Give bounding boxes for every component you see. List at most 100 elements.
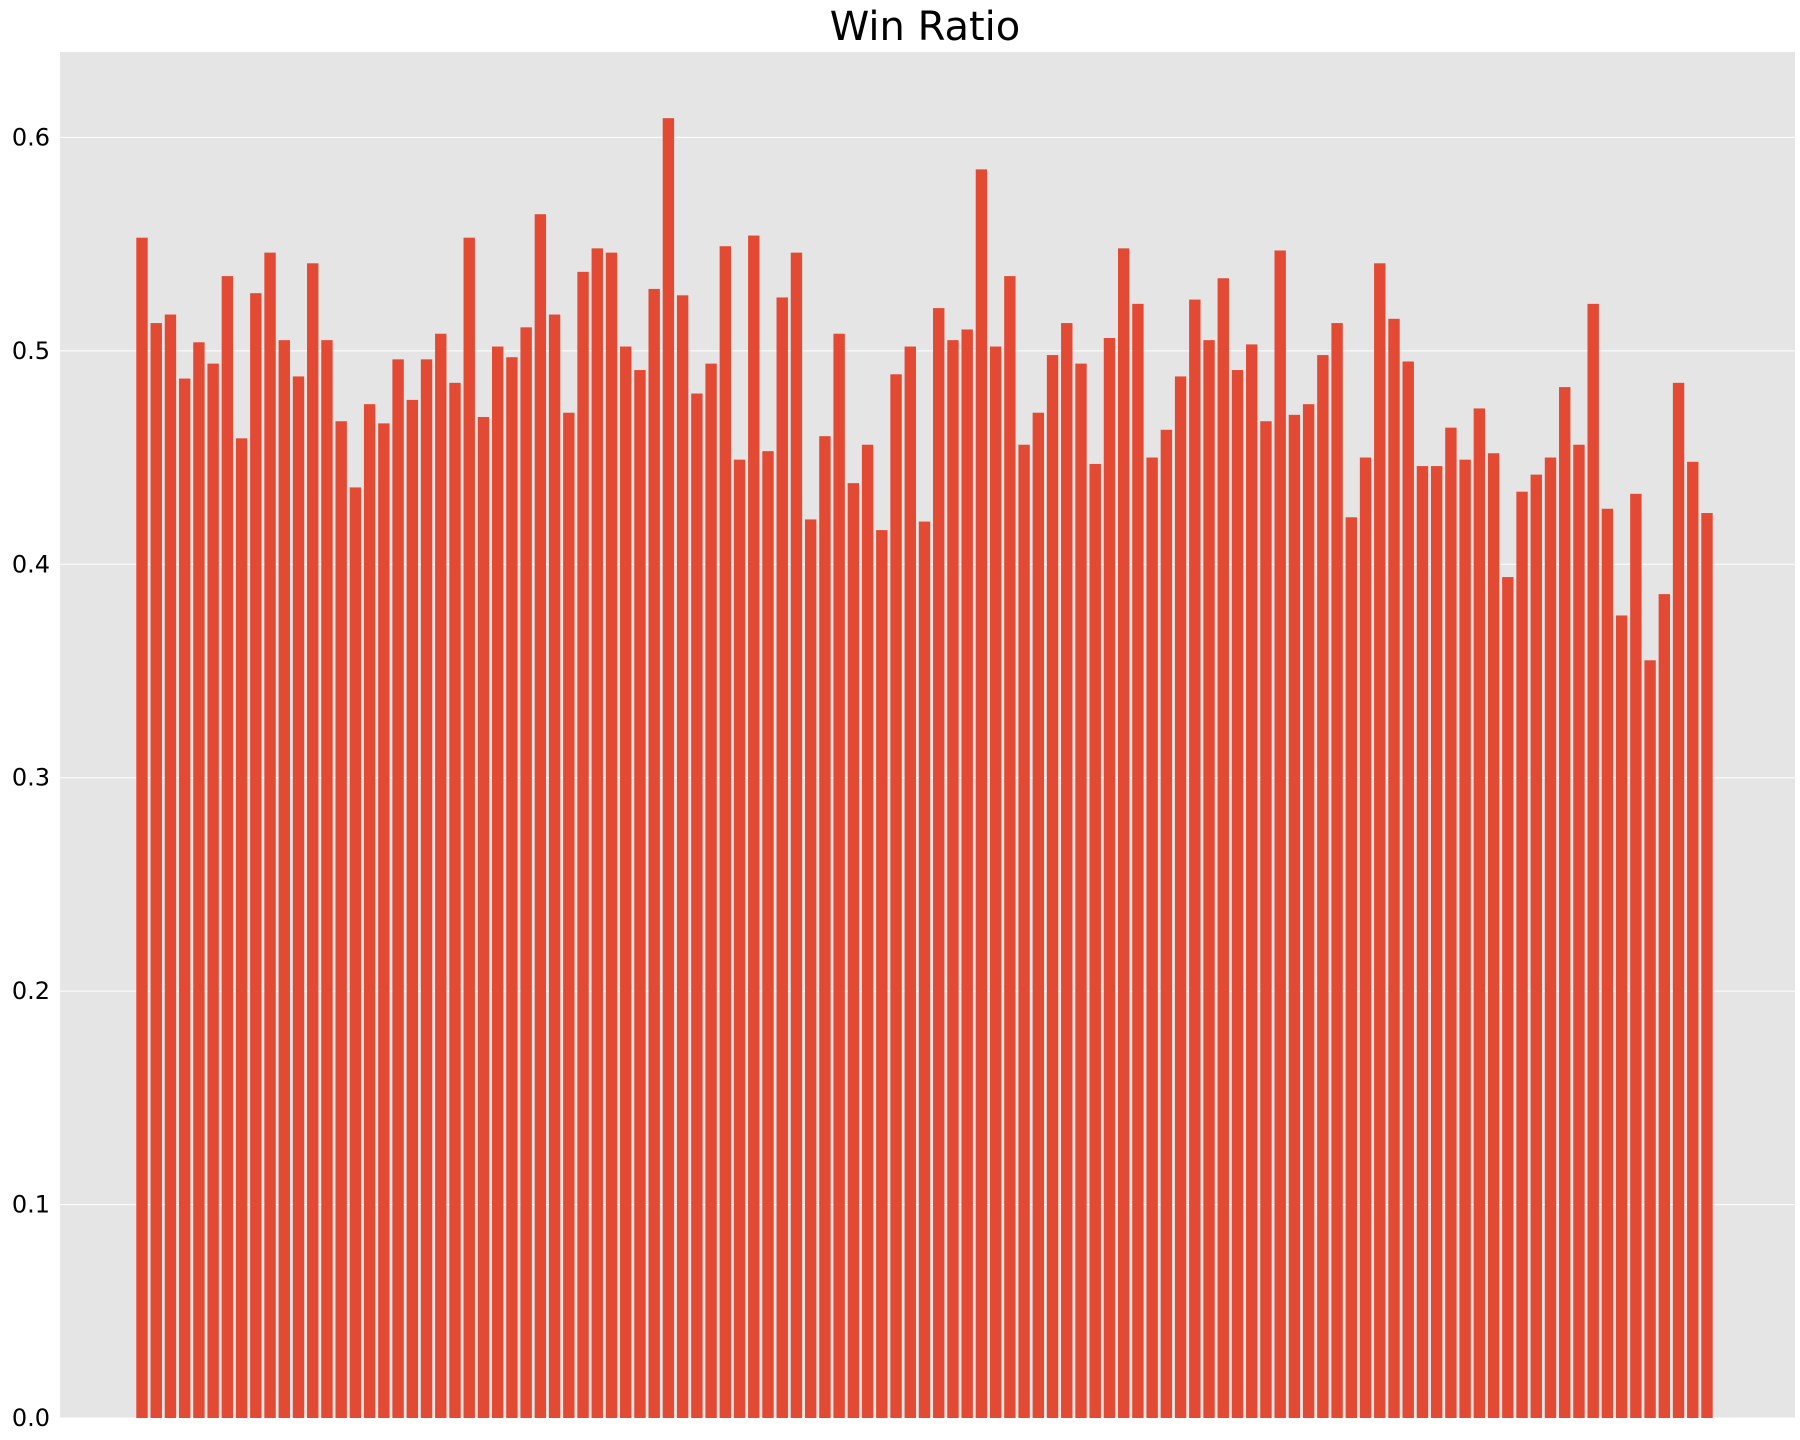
chart-title: Win Ratio <box>830 4 1021 50</box>
bar-105 <box>1630 493 1642 1418</box>
bar-48 <box>819 436 831 1418</box>
bar-43 <box>748 235 760 1418</box>
bar-100 <box>1559 387 1571 1418</box>
bar-9 <box>264 252 276 1419</box>
bar-13 <box>321 340 333 1418</box>
y-tick-label: 0.1 <box>12 1191 50 1219</box>
bar-5 <box>207 363 219 1418</box>
bar-75 <box>1203 340 1215 1418</box>
bar-51 <box>861 444 874 1419</box>
bar-56 <box>933 308 945 1418</box>
bar-77 <box>1231 370 1244 1419</box>
y-tick-label: 0.2 <box>12 977 50 1005</box>
bar-3 <box>178 378 191 1419</box>
bar-67 <box>1089 463 1101 1418</box>
bar-81 <box>1288 414 1301 1418</box>
bar-28 <box>534 214 547 1418</box>
bar-23 <box>463 237 475 1418</box>
bar-90 <box>1416 466 1429 1419</box>
bar-68 <box>1103 338 1116 1419</box>
bar-53 <box>890 374 902 1418</box>
bar-31 <box>577 271 589 1419</box>
bar-6 <box>221 276 234 1418</box>
bar-17 <box>378 423 390 1419</box>
bar-19 <box>406 399 419 1418</box>
bar-46 <box>790 252 803 1419</box>
y-tick-label: 0.5 <box>12 337 50 365</box>
bar-104 <box>1615 615 1628 1418</box>
bar-38 <box>676 295 689 1419</box>
bar-99 <box>1544 457 1557 1418</box>
bar-25 <box>491 346 504 1419</box>
bar-98 <box>1530 474 1542 1418</box>
bar-72 <box>1160 429 1173 1418</box>
bar-73 <box>1174 376 1187 1418</box>
bar-79 <box>1260 421 1272 1418</box>
bar-18 <box>392 359 404 1419</box>
bar-14 <box>335 421 347 1418</box>
bar-22 <box>449 382 461 1418</box>
bar-69 <box>1117 248 1130 1418</box>
bar-70 <box>1132 303 1144 1419</box>
y-tick-label: 0.3 <box>12 764 50 792</box>
bar-2 <box>164 314 177 1419</box>
bar-86 <box>1359 457 1372 1418</box>
bar-29 <box>548 314 561 1419</box>
bar-107 <box>1658 594 1671 1418</box>
bar-89 <box>1402 361 1414 1418</box>
bar-16 <box>363 404 376 1418</box>
bar-30 <box>563 412 575 1419</box>
bar-106 <box>1644 660 1656 1418</box>
bar-55 <box>918 521 931 1418</box>
bar-10 <box>278 340 290 1418</box>
bar-76 <box>1217 278 1229 1418</box>
bar-33 <box>605 252 618 1419</box>
bar-84 <box>1331 323 1343 1418</box>
bars <box>136 118 1713 1419</box>
bar-92 <box>1445 427 1457 1418</box>
bar-102 <box>1587 303 1599 1419</box>
bar-61 <box>1004 276 1016 1418</box>
bar-8 <box>250 293 262 1419</box>
bar-34 <box>620 346 632 1419</box>
bar-80 <box>1274 250 1286 1419</box>
bar-87 <box>1374 263 1386 1419</box>
bar-35 <box>634 370 646 1419</box>
bar-82 <box>1302 404 1315 1418</box>
bar-42 <box>733 459 746 1418</box>
bar-21 <box>435 333 447 1418</box>
bar-93 <box>1459 459 1471 1418</box>
bar-39 <box>691 393 703 1418</box>
bar-109 <box>1687 461 1699 1418</box>
y-tick-label: 0.4 <box>12 550 50 578</box>
bar-50 <box>847 483 860 1418</box>
bar-71 <box>1146 457 1158 1418</box>
bar-44 <box>762 451 774 1418</box>
bar-63 <box>1032 412 1045 1419</box>
bar-91 <box>1430 466 1443 1419</box>
bar-11 <box>292 376 305 1418</box>
bar-41 <box>719 246 732 1418</box>
bar-58 <box>961 329 973 1418</box>
bar-24 <box>477 416 490 1418</box>
bar-12 <box>307 263 319 1419</box>
bar-47 <box>804 519 817 1418</box>
bar-4 <box>193 342 205 1418</box>
bar-65 <box>1061 323 1073 1418</box>
bar-26 <box>506 357 518 1419</box>
bar-52 <box>876 530 888 1418</box>
bar-32 <box>591 248 603 1418</box>
bar-15 <box>349 487 362 1419</box>
bar-96 <box>1502 577 1514 1418</box>
bar-36 <box>648 288 660 1418</box>
y-tick-label: 0.6 <box>12 123 50 151</box>
bar-88 <box>1388 318 1400 1418</box>
bar-20 <box>420 359 433 1419</box>
bar-1 <box>150 323 162 1418</box>
bar-62 <box>1018 444 1030 1419</box>
bar-60 <box>989 346 1002 1419</box>
bar-103 <box>1601 508 1614 1419</box>
bar-7 <box>235 438 248 1418</box>
